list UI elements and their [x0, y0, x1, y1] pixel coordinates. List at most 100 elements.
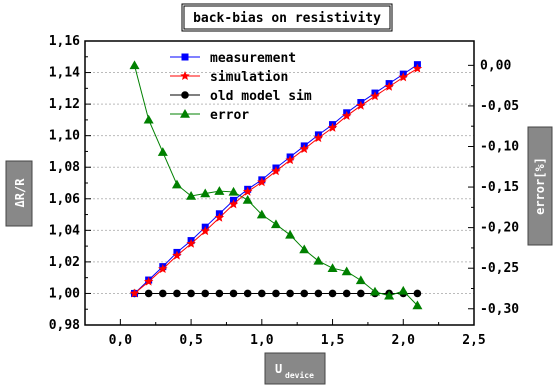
data-point [157, 147, 168, 156]
data-point [328, 289, 337, 298]
data-point [186, 190, 197, 200]
legend-marker [180, 71, 190, 81]
x-tick-label: 1,0 [250, 333, 274, 348]
legend-label: old model sim [210, 89, 312, 104]
legend-item: old model sim [170, 89, 312, 104]
x-tick-label: 0,0 [109, 333, 133, 348]
chart-title-text: back-bias on resistivity [193, 11, 381, 26]
data-point [285, 229, 296, 239]
y-axis-left-label-text: ΔR/R [13, 178, 27, 208]
y-left-tick-label: 0,98 [49, 318, 80, 333]
y-left-tick-label: 1,00 [49, 286, 80, 301]
y-right-tick-label: -0,30 [480, 302, 519, 317]
x-axis-label-sub: device [285, 370, 314, 380]
y-right-tick-label: -0,05 [480, 99, 519, 114]
data-point [143, 114, 154, 124]
data-point [173, 289, 181, 298]
data-point [129, 60, 140, 70]
y-left-tick-label: 1,16 [49, 34, 80, 49]
data-point [228, 199, 239, 209]
data-point [314, 289, 323, 298]
data-point [129, 288, 140, 298]
series-error [129, 60, 423, 310]
legend-item: error [170, 108, 249, 123]
x-tick-label: 2,5 [462, 333, 485, 348]
y-right-tick-label: -0,20 [480, 221, 519, 236]
data-point [398, 285, 409, 295]
y-right-tick-label: -0,25 [480, 261, 519, 276]
data-point [384, 290, 395, 300]
data-point [398, 72, 409, 82]
data-point [299, 244, 310, 254]
x-axis-label-main: U [275, 362, 282, 376]
y-left-tick-label: 1,10 [49, 129, 80, 144]
y-right-tick-label: 0,00 [480, 58, 511, 73]
data-point [143, 276, 154, 286]
series-layer [129, 60, 423, 310]
data-point [413, 289, 422, 298]
data-point [272, 289, 280, 298]
legend-label: error [210, 108, 249, 123]
y-left-tick-label: 1,02 [49, 255, 80, 270]
grid [85, 72, 474, 294]
x-tick-label: 1,5 [321, 333, 344, 348]
data-point [200, 188, 211, 198]
y-left-tick-label: 1,06 [49, 192, 80, 207]
data-point [215, 289, 224, 298]
data-point [299, 144, 310, 154]
legend-item: measurement [170, 51, 296, 66]
y-axis-right-label-text: error[%] [533, 157, 547, 215]
legend-label: measurement [210, 51, 296, 66]
data-point [171, 179, 182, 189]
data-point [258, 289, 266, 298]
x-axis-label: U device [264, 352, 326, 385]
data-point [412, 63, 423, 73]
legend-marker [181, 91, 189, 99]
y-axis-left-label: ΔR/R [5, 160, 33, 227]
legend-item: simulation [170, 70, 288, 85]
y-left-tick-label: 1,04 [49, 223, 80, 238]
y-right-tick-label: -0,15 [480, 180, 519, 195]
data-point [369, 286, 380, 296]
axis-ticks: 0,98 1,00 1,02 1,04 1,06 1,08 1,10 1,12 1,14 1,16… [49, 34, 520, 348]
data-point [355, 275, 366, 285]
legend-marker [181, 53, 189, 61]
data-point [313, 255, 324, 265]
data-point [342, 289, 351, 298]
data-point [357, 289, 365, 298]
data-point [243, 289, 252, 298]
data-point [270, 219, 281, 229]
legend-marker [180, 109, 190, 118]
x-tick-label: 0,5 [179, 333, 202, 348]
data-point [158, 263, 168, 274]
series-simulation [129, 63, 423, 298]
data-point [214, 186, 225, 195]
data-point [201, 289, 210, 298]
data-point [200, 226, 210, 236]
y-right-tick-label: -0,10 [480, 139, 519, 154]
chart-title: back-bias on resistivity [181, 3, 393, 32]
y-left-tick-label: 1,14 [49, 66, 80, 81]
data-point [172, 250, 182, 260]
data-point [412, 300, 423, 310]
legend-label: simulation [210, 70, 288, 85]
data-point [257, 177, 267, 187]
data-point [370, 91, 380, 101]
data-point [285, 155, 295, 165]
data-point [313, 133, 324, 143]
data-point [327, 122, 338, 132]
series-old-model-sim [130, 289, 422, 298]
data-point [356, 100, 366, 110]
data-point [341, 266, 352, 276]
y-left-tick-label: 1,12 [49, 97, 80, 112]
data-point [187, 289, 195, 298]
data-point [384, 81, 394, 91]
x-tick-label: 2,0 [392, 333, 416, 348]
data-point [242, 195, 253, 204]
y-axis-right-label: error[%] [527, 126, 553, 246]
data-point [327, 263, 338, 272]
legend: measurement simulation old model sim error [170, 51, 312, 123]
data-point [271, 166, 281, 176]
data-point [228, 186, 239, 196]
